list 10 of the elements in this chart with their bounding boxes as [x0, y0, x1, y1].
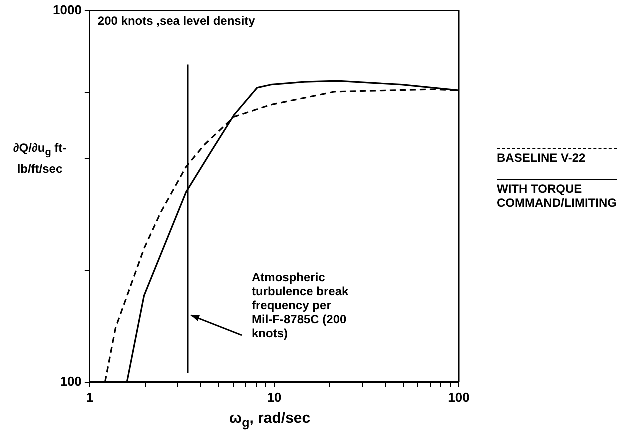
annotation: 200 knots ,sea level density	[98, 14, 256, 28]
x-tick-label: 10	[267, 390, 282, 405]
x-axis-title: ω$_{g}$, rad/sec	[228, 410, 312, 430]
y-tick-label: 1000	[53, 2, 82, 18]
ref-line-label: Atmospheric turbulence break frequency per Mil-F-8785C (200 knots)	[252, 270, 350, 341]
x-tick-label: 1	[86, 390, 94, 405]
x-tick-label: 100	[448, 390, 470, 405]
y-axis-title: ∂Q/∂u$_{g}$ ft-lb/ft/sec	[12, 140, 68, 178]
text: BASELINE V-22	[497, 151, 587, 165]
text: WITH TORQUE COMMAND/LIMITING	[497, 182, 618, 210]
